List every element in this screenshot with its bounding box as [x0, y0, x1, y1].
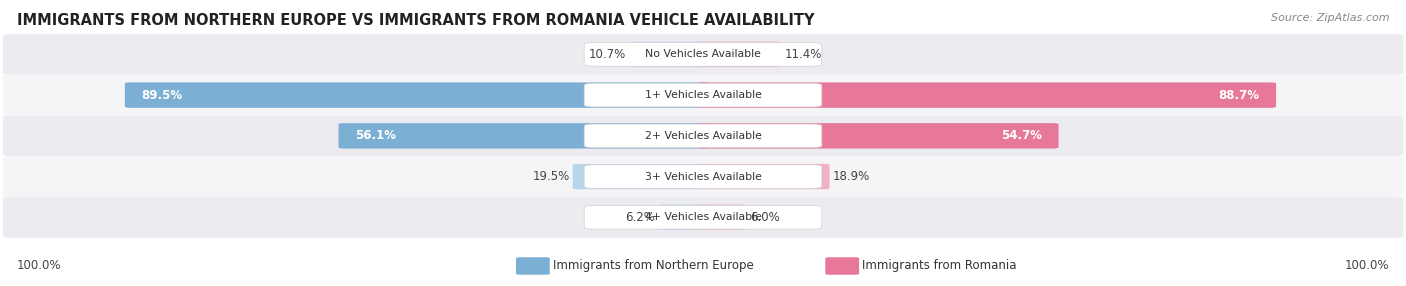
Text: 3+ Vehicles Available: 3+ Vehicles Available: [644, 172, 762, 182]
FancyBboxPatch shape: [697, 204, 747, 230]
Text: 88.7%: 88.7%: [1218, 89, 1260, 102]
FancyBboxPatch shape: [572, 164, 709, 189]
FancyBboxPatch shape: [3, 75, 1403, 116]
Text: 2+ Vehicles Available: 2+ Vehicles Available: [644, 131, 762, 141]
FancyBboxPatch shape: [3, 156, 1403, 197]
FancyBboxPatch shape: [339, 123, 709, 148]
FancyBboxPatch shape: [585, 83, 821, 107]
FancyBboxPatch shape: [3, 116, 1403, 156]
Text: IMMIGRANTS FROM NORTHERN EUROPE VS IMMIGRANTS FROM ROMANIA VEHICLE AVAILABILITY: IMMIGRANTS FROM NORTHERN EUROPE VS IMMIG…: [17, 13, 814, 28]
Text: 100.0%: 100.0%: [1344, 259, 1389, 273]
FancyBboxPatch shape: [516, 257, 550, 275]
Text: 18.9%: 18.9%: [832, 170, 869, 183]
Text: Immigrants from Romania: Immigrants from Romania: [862, 259, 1017, 273]
Text: 89.5%: 89.5%: [142, 89, 183, 102]
Text: 100.0%: 100.0%: [17, 259, 62, 273]
FancyBboxPatch shape: [3, 197, 1403, 238]
Text: 11.4%: 11.4%: [785, 48, 821, 61]
FancyBboxPatch shape: [697, 42, 782, 67]
Text: 6.2%: 6.2%: [626, 211, 655, 224]
FancyBboxPatch shape: [697, 123, 1059, 148]
FancyBboxPatch shape: [3, 34, 1403, 75]
FancyBboxPatch shape: [585, 205, 821, 229]
Text: Immigrants from Northern Europe: Immigrants from Northern Europe: [553, 259, 754, 273]
FancyBboxPatch shape: [585, 165, 821, 188]
FancyBboxPatch shape: [697, 164, 830, 189]
FancyBboxPatch shape: [825, 257, 859, 275]
Text: 56.1%: 56.1%: [356, 129, 396, 142]
Text: 54.7%: 54.7%: [1001, 129, 1042, 142]
Text: 10.7%: 10.7%: [589, 48, 626, 61]
FancyBboxPatch shape: [697, 82, 1277, 108]
Text: 6.0%: 6.0%: [749, 211, 779, 224]
Text: 4+ Vehicles Available: 4+ Vehicles Available: [644, 212, 762, 222]
Text: No Vehicles Available: No Vehicles Available: [645, 49, 761, 59]
FancyBboxPatch shape: [125, 82, 709, 108]
Text: 19.5%: 19.5%: [533, 170, 569, 183]
FancyBboxPatch shape: [585, 124, 821, 148]
Text: Source: ZipAtlas.com: Source: ZipAtlas.com: [1271, 13, 1389, 23]
FancyBboxPatch shape: [628, 42, 709, 67]
FancyBboxPatch shape: [658, 204, 709, 230]
FancyBboxPatch shape: [585, 43, 821, 66]
Text: 1+ Vehicles Available: 1+ Vehicles Available: [644, 90, 762, 100]
